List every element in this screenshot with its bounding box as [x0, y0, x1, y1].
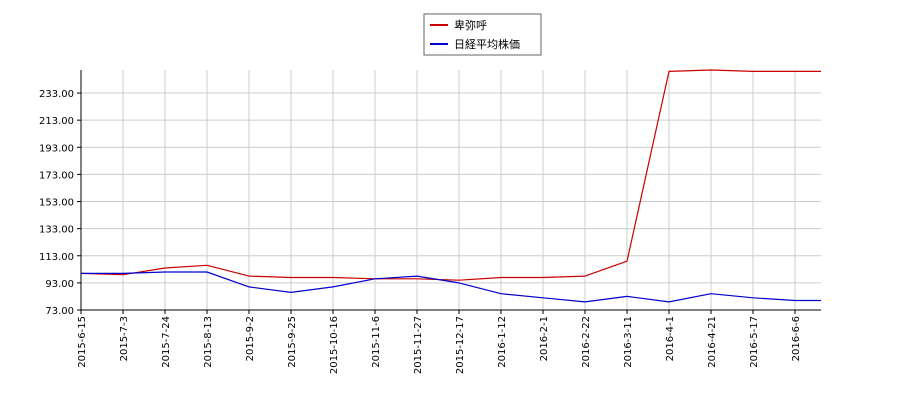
- y-tick-label: 153.00: [39, 198, 74, 209]
- x-tick-label: 2016-4-21: [707, 316, 718, 368]
- x-tick-label: 2016-6-6: [791, 316, 802, 361]
- legend-label-series-0: 卑弥呼: [454, 18, 487, 32]
- x-tick-label: 2015-6-15: [77, 316, 88, 368]
- x-tick-label: 2016-2-22: [581, 316, 592, 368]
- y-tick-label: 193.00: [39, 143, 74, 154]
- series-line-0: [80, 69, 821, 281]
- plot-area: [81, 70, 821, 310]
- y-tick-label: 173.00: [39, 170, 74, 181]
- x-tick-label: 2015-8-13: [203, 316, 214, 368]
- legend-label-series-1: 日経平均株価: [454, 37, 520, 51]
- x-tick-label: 2016-1-12: [497, 316, 508, 368]
- y-tick-label: 93.00: [45, 279, 74, 290]
- y-tick-label: 233.00: [39, 89, 74, 100]
- x-tick-label: 2016-2-1: [539, 316, 550, 361]
- x-tick-label: 2015-7-24: [161, 316, 172, 368]
- x-tick-label: 2015-12-17: [455, 316, 466, 374]
- y-tick-labels: 73.00 93.00 113.00 133.00 153.00 173.00 193.00…: [39, 89, 74, 317]
- x-tick-label: 2015-10-16: [329, 316, 340, 374]
- x-tick-label: 2016-4-1: [665, 316, 676, 361]
- y-tick-label: 113.00: [39, 252, 74, 263]
- legend: 卑弥呼 日経平均株価: [423, 13, 542, 56]
- x-tick-label: 2016-5-17: [749, 316, 760, 368]
- grid-lines: [80, 70, 821, 311]
- x-tick-label: 2016-3-11: [623, 316, 634, 368]
- series-line-1: [81, 271, 821, 303]
- x-tick-label: 2015-9-25: [287, 316, 298, 368]
- axes: [77, 70, 821, 314]
- y-tick-label: 133.00: [39, 225, 74, 236]
- x-tick-label: 2015-9-2: [245, 316, 256, 361]
- legend-box: [423, 13, 542, 56]
- y-tick-label: 73.00: [45, 306, 74, 317]
- series-lines: [80, 69, 821, 303]
- x-tick-label: 2015-11-27: [413, 316, 424, 374]
- x-tick-label: 2015-11-6: [371, 316, 382, 368]
- x-tick-labels: 2015-6-15 2015-7-3 2015-7-24 2015-8-13 2015-…: [77, 316, 802, 374]
- x-tick-label: 2015-7-3: [119, 316, 130, 361]
- y-tick-label: 213.00: [39, 116, 74, 127]
